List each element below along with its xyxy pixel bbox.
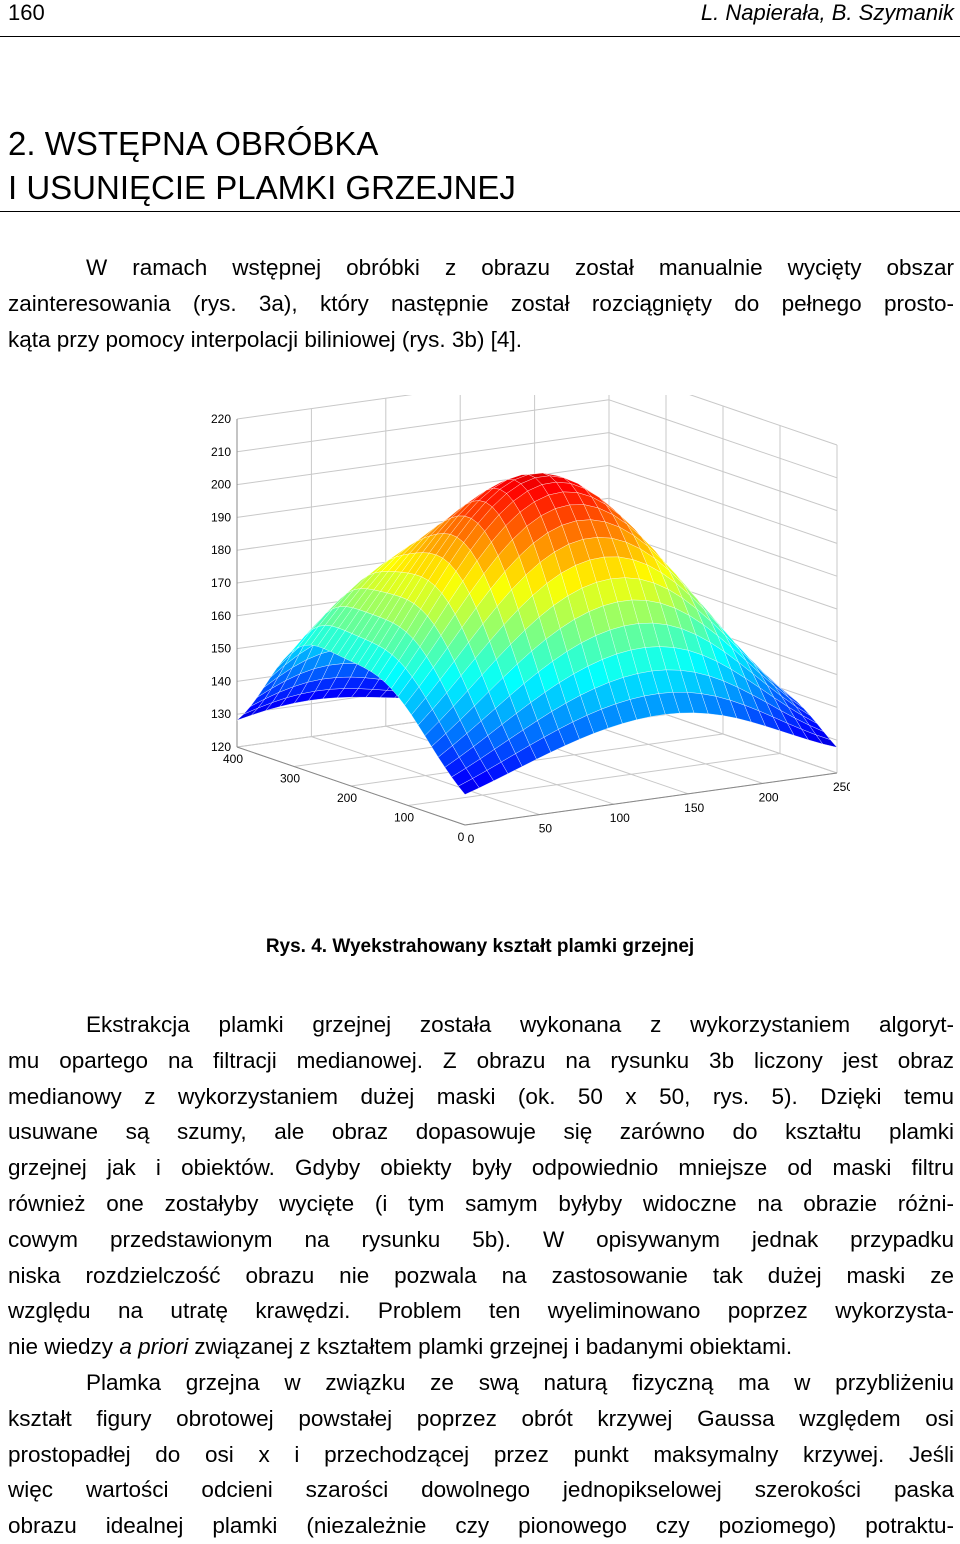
- paragraph-line: W ramach wstępnej obróbki z obrazu zosta…: [8, 250, 954, 286]
- grid-line: [237, 400, 609, 452]
- z-tick-label: 180: [211, 543, 231, 557]
- paragraph-line: kształt figury obrotowej powstałej poprz…: [8, 1401, 954, 1437]
- paragraph-line: usuwane są szumy, ale obraz dopasowuje s…: [8, 1114, 954, 1150]
- paragraph-1: W ramach wstępnej obróbki z obrazu zosta…: [8, 250, 954, 357]
- paragraph-line: Plamka grzejna w związku ze swą naturą f…: [8, 1365, 954, 1401]
- x-tick-label: 300: [280, 772, 300, 786]
- y-tick-label: 200: [759, 790, 779, 804]
- paragraph-line: cowym przedstawionym na rysunku 5b). W o…: [8, 1222, 954, 1258]
- paragraph-line: względu na utratę krawędzi. Problem ten …: [8, 1293, 954, 1329]
- paragraph-line: medianowy z wykorzystaniem dużej maski (…: [8, 1079, 954, 1115]
- page-number: 160: [8, 0, 45, 26]
- y-tick-label: 150: [684, 801, 704, 815]
- x-tick-label: 100: [394, 811, 414, 825]
- paragraph-line-last: nie wiedzy a priori związanej z kształte…: [8, 1329, 954, 1365]
- paragraph-line: prostopadłej do osi x i przechodzącej pr…: [8, 1437, 954, 1473]
- running-header: 160 L. Napierała, B. Szymanik: [0, 0, 960, 37]
- x-tick-label: 200: [337, 791, 357, 805]
- paragraph-line: kąta przy pomocy interpolacji biliniowej…: [8, 322, 954, 358]
- section-title-line1: 2. WSTĘPNA OBRÓBKA: [8, 122, 516, 166]
- paragraph-line: obrazu idealnej plamki (niezależnie czy …: [8, 1508, 954, 1544]
- running-authors: L. Napierała, B. Szymanik: [701, 0, 954, 26]
- y-tick-label: 0: [468, 832, 475, 846]
- surface-mesh: [237, 473, 837, 795]
- z-tick-label: 220: [211, 412, 231, 426]
- x-tick-label: 0: [458, 830, 465, 844]
- z-tick-label: 170: [211, 576, 231, 590]
- figure-caption: Rys. 4. Wyekstrahowany kształt plamki gr…: [0, 936, 960, 958]
- y-tick-label: 50: [539, 822, 553, 836]
- z-tick-label: 200: [211, 478, 231, 492]
- z-tick-label: 210: [211, 445, 231, 459]
- text-run: nie wiedzy: [8, 1334, 119, 1359]
- text-run: związanej z kształtem plamki grzejnej i …: [188, 1334, 792, 1359]
- paragraph-line: mu opartego na filtracji medianowej. Z o…: [8, 1043, 954, 1079]
- x-tick-label: 400: [223, 752, 243, 766]
- z-tick-label: 130: [211, 707, 231, 721]
- surface-plot: 2202102001901801701601501401301200100200…: [150, 395, 850, 915]
- paragraph-line: grzejnej jak i obiektów. Gdyby obiekty b…: [8, 1150, 954, 1186]
- paragraph-line: Ekstrakcja plamki grzejnej została wykon…: [8, 1007, 954, 1043]
- z-tick-label: 160: [211, 609, 231, 623]
- grid-line: [237, 395, 609, 419]
- paragraph-line: również one zostałyby wycięte (i tym sam…: [8, 1186, 954, 1222]
- z-tick-label: 150: [211, 642, 231, 656]
- z-tick-label: 140: [211, 674, 231, 688]
- section-title-line2: I USUNIĘCIE PLAMKI GRZEJNEJ: [8, 166, 516, 210]
- z-tick-label: 190: [211, 510, 231, 524]
- section-rule: [0, 211, 960, 212]
- section-heading: 2. WSTĘPNA OBRÓBKA I USUNIĘCIE PLAMKI GR…: [8, 122, 516, 210]
- paragraph-line: więc wartości odcieni szarości dowolnego…: [8, 1472, 954, 1508]
- paragraph-line: zainteresowania (rys. 3a), który następn…: [8, 286, 954, 322]
- paragraph-3: Plamka grzejna w związku ze swą naturą f…: [8, 1365, 954, 1544]
- y-tick-label: 250: [833, 780, 850, 794]
- figure-caption-text: Rys. 4. Wyekstrahowany kształt plamki gr…: [266, 936, 694, 957]
- paragraph-line: niska rozdzielczość obrazu nie pozwala n…: [8, 1258, 954, 1294]
- y-tick-label: 100: [610, 811, 630, 825]
- italic-term: a priori: [119, 1334, 188, 1359]
- paragraph-2: Ekstrakcja plamki grzejnej została wykon…: [8, 1007, 954, 1365]
